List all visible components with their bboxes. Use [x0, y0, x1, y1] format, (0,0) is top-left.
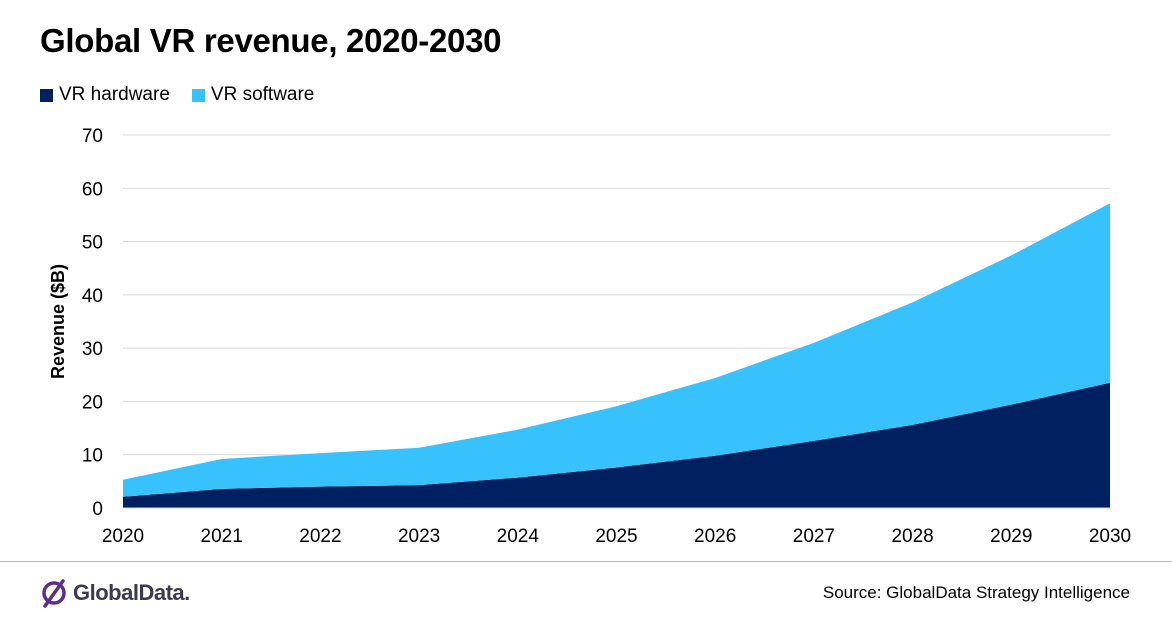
x-tick-label: 2021	[201, 526, 243, 547]
chart-title: Global VR revenue, 2020-2030	[40, 22, 502, 59]
x-tick-label: 2022	[299, 526, 341, 547]
legend-label-software: VR software	[210, 84, 315, 105]
legend-item-software: VR software	[191, 84, 315, 106]
y-tick-label: 20	[82, 392, 103, 413]
area-vr-software	[123, 203, 1110, 497]
x-tick-label: 2023	[398, 526, 440, 547]
y-axis-ticks: 0 10 20 30 40 50 60 70	[82, 126, 103, 520]
x-tick-label: 2026	[694, 526, 736, 547]
legend-label-hardware: VR hardware	[59, 84, 170, 105]
x-tick-label: 2027	[793, 526, 835, 547]
x-tick-label: 2020	[102, 526, 144, 547]
brand-logo: GlobalData.	[41, 578, 190, 608]
footer-divider	[0, 561, 1172, 562]
brand-name: GlobalData.	[73, 580, 190, 605]
y-tick-label: 60	[82, 179, 103, 200]
x-tick-label: 2029	[990, 526, 1032, 547]
globaldata-logo-icon	[42, 579, 66, 608]
y-tick-label: 40	[82, 286, 103, 307]
y-tick-label: 10	[82, 446, 103, 467]
x-tick-label: 2030	[1089, 526, 1131, 547]
x-tick-label: 2028	[891, 526, 933, 547]
x-axis-ticks: 2020 2021 2022 2023 2024 2025 2026 2027 2028 2029…	[102, 526, 1131, 547]
area-vr-hardware	[123, 382, 1110, 508]
x-tick-label: 2024	[497, 526, 540, 547]
legend-swatch-software	[191, 88, 205, 102]
legend-swatch-hardware	[40, 88, 53, 102]
x-tick-label: 2025	[595, 526, 637, 547]
legend-item-hardware: VR hardware	[40, 84, 170, 106]
y-tick-label: 30	[82, 339, 103, 360]
legend: VR hardware VR software	[40, 84, 336, 106]
y-tick-label: 50	[82, 233, 103, 254]
y-tick-label: 70	[82, 126, 103, 147]
y-tick-label: 0	[92, 499, 103, 520]
source-note: Source: GlobalData Strategy Intelligence	[822, 583, 1130, 602]
y-axis-label: Revenue ($B)	[48, 264, 68, 379]
area-series	[123, 203, 1110, 508]
